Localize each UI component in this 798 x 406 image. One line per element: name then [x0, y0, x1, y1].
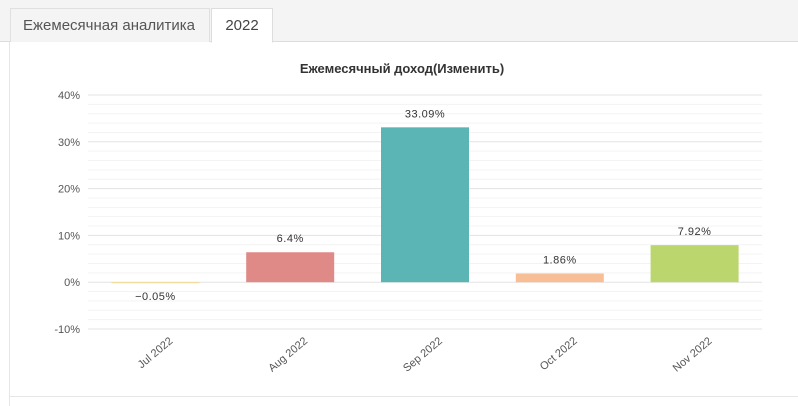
bar-value-label: 1.86% [543, 254, 577, 266]
x-axis-ticks: Jul 2022 Aug 2022 Sep 2022 Oct 2022 Nov 2022 [136, 335, 715, 374]
y-tick-label: 0% [64, 277, 80, 289]
x-tick-label: Jul 2022 [136, 335, 176, 371]
x-tick-label: Nov 2022 [671, 335, 715, 374]
bar-value-label: −0.05% [135, 291, 176, 303]
y-tick-label: 40% [58, 90, 80, 102]
value-labels: −0.05% 6.4% 33.09% 1.86% 7.92% [135, 108, 711, 303]
bar-value-label: 33.09% [405, 108, 445, 120]
bar[interactable] [515, 273, 604, 283]
x-tick-label: Oct 2022 [538, 335, 580, 373]
bar-value-label: 6.4% [277, 233, 304, 245]
bar[interactable] [246, 252, 335, 283]
tab-2022[interactable]: 2022 [211, 8, 273, 43]
tab-monthly-analytics[interactable]: Ежемесячная аналитика [10, 8, 210, 42]
x-tick-label: Sep 2022 [401, 335, 445, 374]
y-tick-label: 30% [58, 137, 80, 149]
tab-bar: Ежемесячная аналитика 2022 [0, 0, 798, 43]
chart-title: Ежемесячный доход(Изменить) [300, 61, 504, 76]
bar[interactable] [111, 282, 200, 284]
y-axis-ticks: 40% 30% 20% 10% 0% -10% [54, 90, 80, 336]
y-tick-label: 10% [58, 230, 80, 242]
bar[interactable] [650, 245, 739, 283]
bars [111, 127, 739, 284]
y-tick-label: -10% [54, 324, 80, 336]
bar-value-label: 7.92% [678, 226, 712, 238]
panel-divider [10, 396, 798, 397]
x-tick-label: Aug 2022 [266, 335, 310, 374]
bar[interactable] [381, 127, 469, 283]
chart-panel [9, 42, 798, 406]
grid-lines [88, 94, 762, 330]
y-tick-label: 20% [58, 184, 80, 196]
